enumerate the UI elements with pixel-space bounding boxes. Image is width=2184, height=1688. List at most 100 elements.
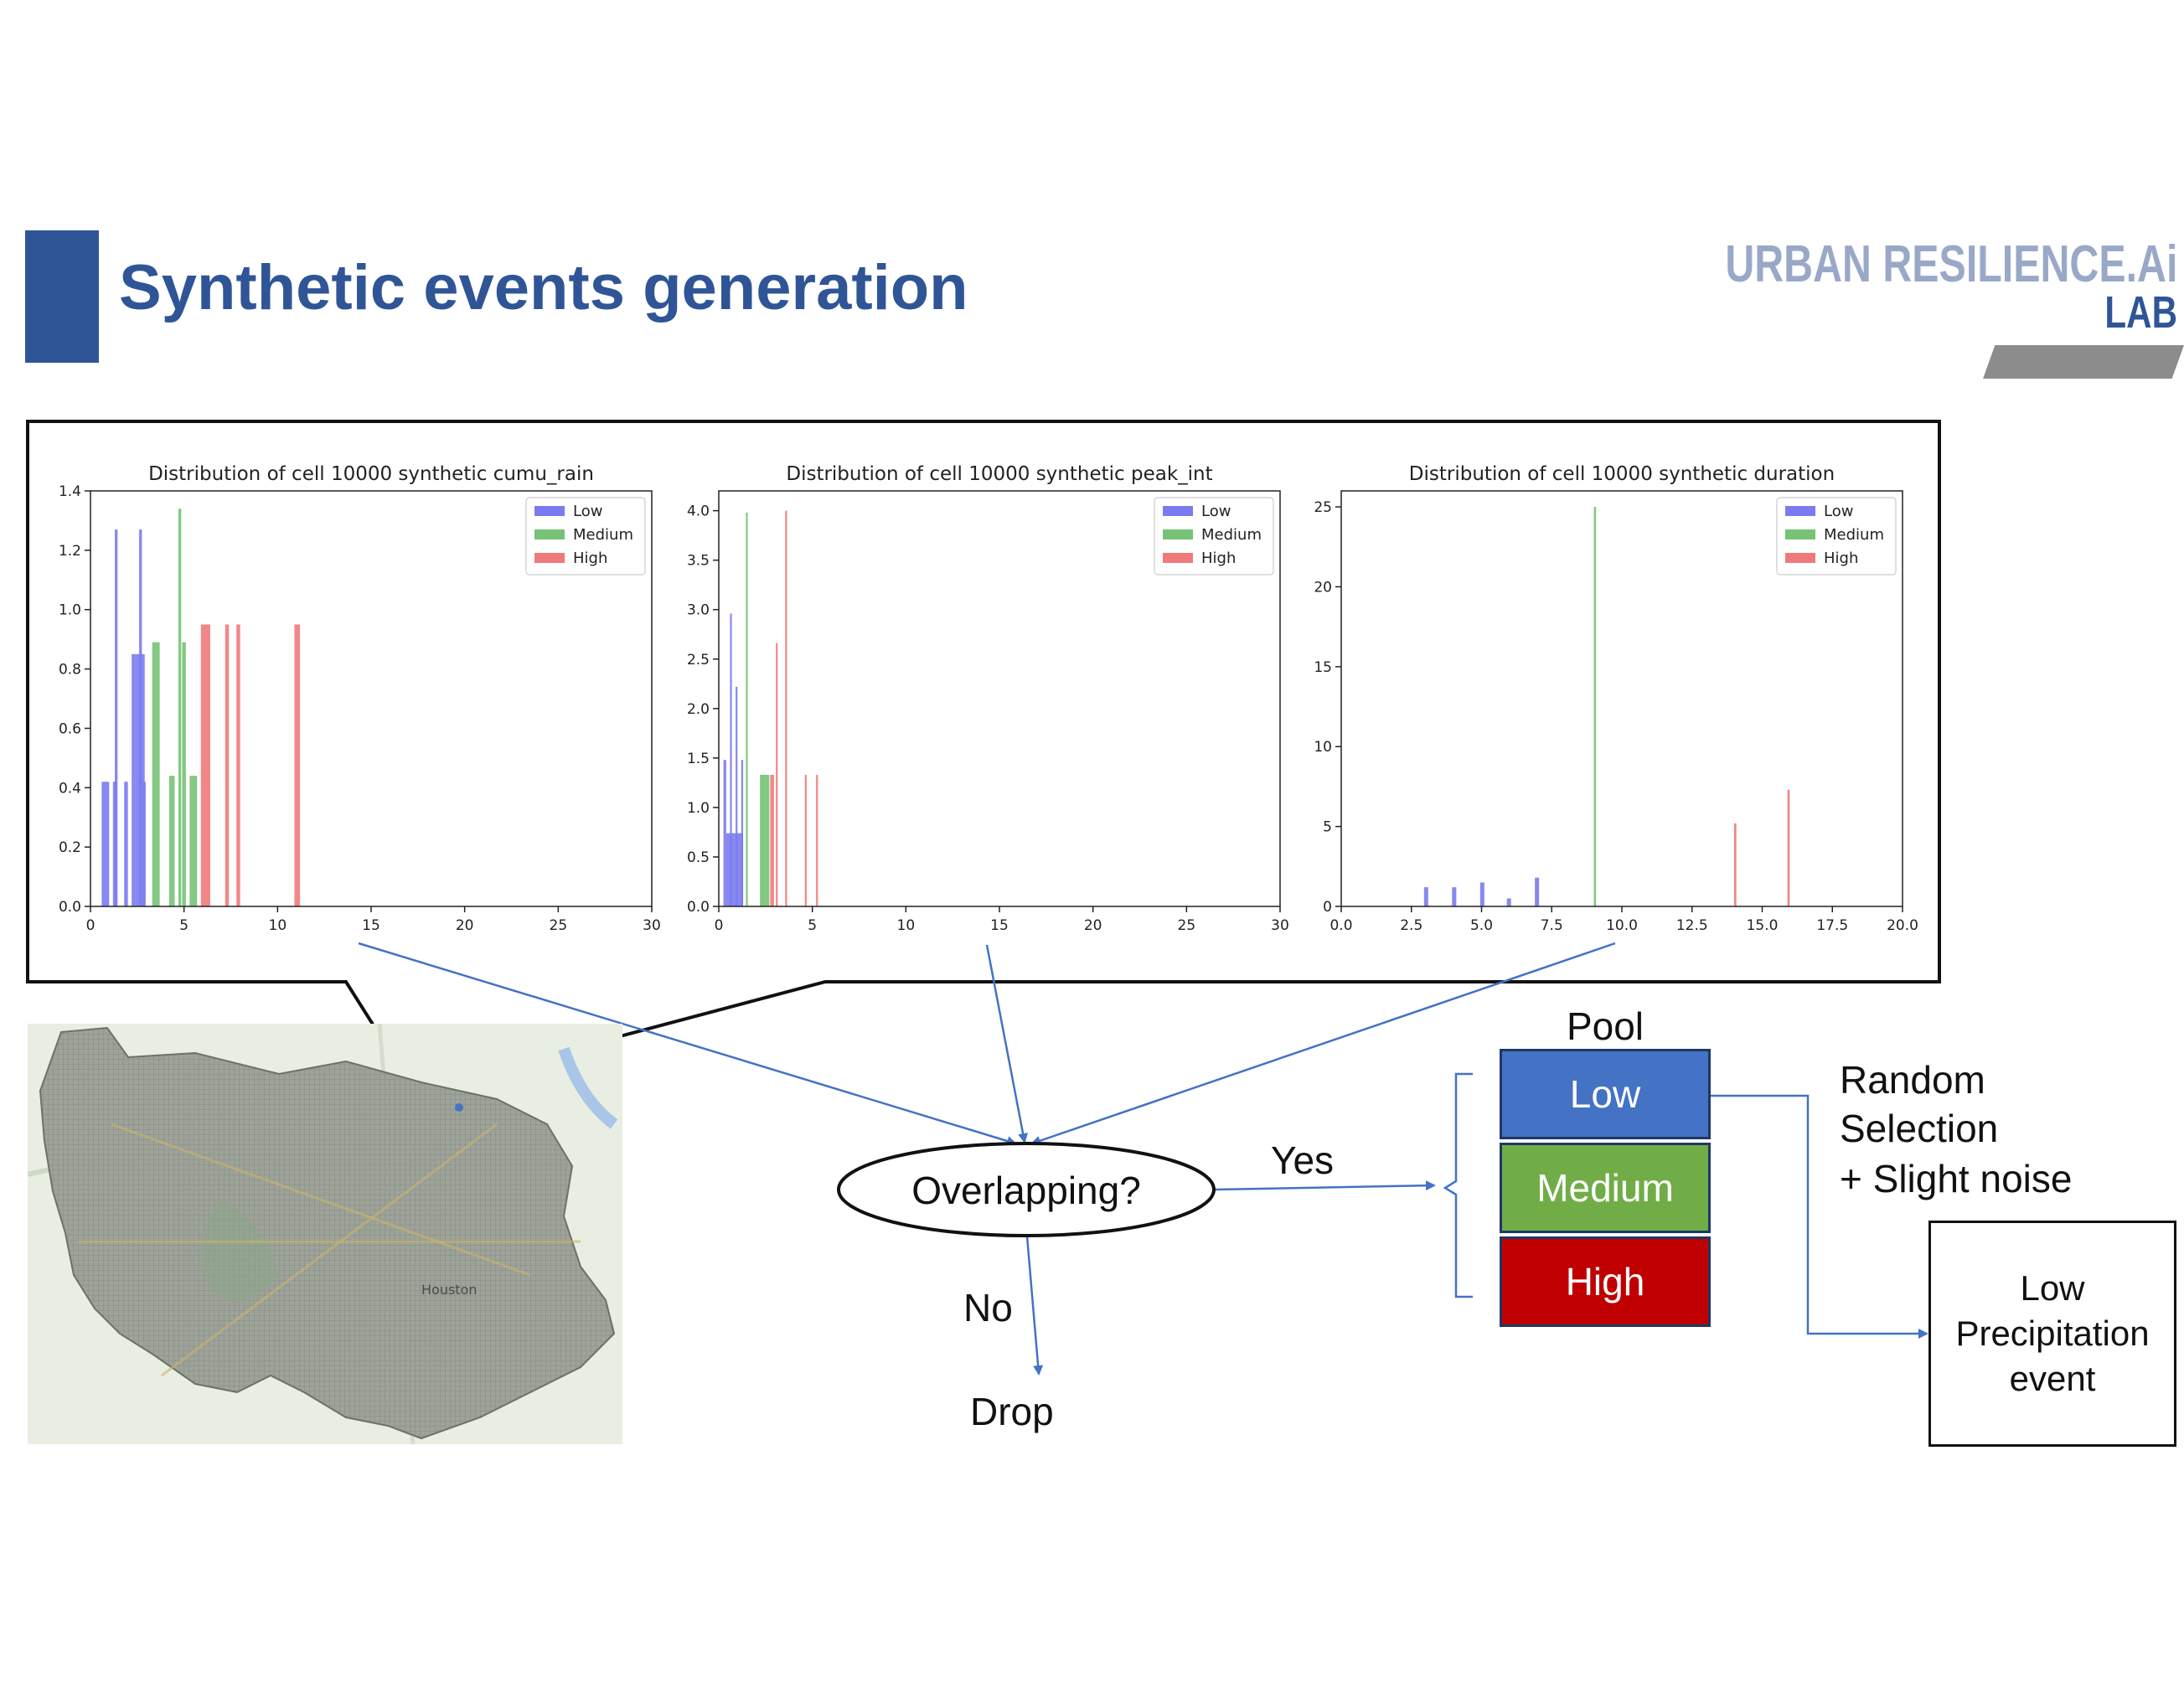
y-tick-label: 10 (1314, 739, 1332, 756)
legend-label-medium: Medium (1824, 526, 1884, 544)
logo-bar (1983, 345, 2184, 379)
bar-low (725, 833, 744, 906)
bar-low (1535, 877, 1540, 906)
bar-medium (189, 776, 198, 906)
plot-frame (718, 490, 1281, 907)
legend-swatch-medium (1163, 529, 1193, 539)
bar-medium (168, 776, 175, 906)
map-city-label: Houston (421, 1282, 478, 1298)
x-tick-label: 2.5 (1400, 917, 1422, 934)
legend-label-medium: Medium (573, 526, 633, 544)
bar-medium (152, 642, 160, 906)
x-tick-label: 0 (86, 917, 96, 934)
park-area (201, 1200, 279, 1302)
legend-swatch-high (1163, 553, 1193, 563)
bar-high (785, 510, 787, 906)
x-tick-label: 10 (269, 917, 287, 934)
arrow-duration-to-overlap (1030, 942, 1616, 1146)
y-tick-label: 1.0 (59, 602, 81, 619)
legend-label-low: Low (1201, 503, 1231, 520)
bar-high (804, 774, 807, 906)
x-tick-label: 5.0 (1470, 917, 1493, 934)
x-tick-label: 20.0 (1887, 917, 1918, 934)
drop-label: Drop (970, 1390, 1054, 1433)
bar-low (139, 529, 142, 906)
chart-duration: Distribution of cell 10000 synthetic dur… (1314, 463, 1918, 934)
legend-swatch-medium (534, 529, 565, 539)
y-tick-label: 0.5 (687, 849, 710, 866)
lab-logo: URBAN RESILIENCE.Ai LAB (1725, 235, 2184, 385)
map-pin-icon (455, 1103, 463, 1112)
x-tick-label: 5 (808, 917, 817, 934)
x-tick-label: 7.5 (1541, 917, 1563, 934)
yes-label: Yes (1271, 1138, 1335, 1182)
legend-label-high: High (1824, 550, 1858, 567)
x-tick-label: 17.5 (1816, 917, 1848, 934)
x-tick-label: 0.0 (1330, 917, 1352, 934)
overlap-ellipse (837, 1142, 1216, 1237)
y-tick-label: 0.4 (59, 780, 81, 797)
y-tick-label: 0 (1323, 899, 1332, 916)
output-event-box: Low Precipitation event (1928, 1221, 2176, 1447)
x-tick-label: 25 (1178, 917, 1196, 934)
legend-swatch-low (1785, 506, 1815, 516)
x-tick-label: 20 (456, 917, 474, 934)
bar-high (225, 624, 230, 906)
x-tick-label: 15.0 (1747, 917, 1779, 934)
bar-low (132, 653, 136, 906)
y-tick-label: 1.2 (59, 543, 81, 560)
legend-label-high: High (1201, 550, 1236, 567)
x-tick-label: 0 (715, 917, 724, 934)
bar-high (1787, 789, 1790, 906)
arrow-cumu-to-overlap (358, 942, 1017, 1146)
bar-high (776, 643, 778, 906)
y-tick-label: 0.2 (59, 839, 81, 856)
bar-low (1452, 887, 1457, 906)
bar-low (112, 782, 117, 906)
bar-medium (746, 512, 748, 906)
bar-high (200, 624, 210, 906)
county-region (39, 1026, 616, 1440)
legend-label-low: Low (1824, 503, 1853, 520)
bar-low (736, 686, 738, 906)
arrow-no (1025, 1236, 1044, 1376)
bar-low (1423, 887, 1428, 906)
bar-low (730, 613, 732, 906)
legend-swatch-medium (1785, 529, 1815, 539)
plot-frame (90, 490, 653, 907)
legend-swatch-high (1785, 553, 1815, 563)
bar-low (1479, 882, 1484, 906)
title-accent-bar (25, 230, 99, 363)
y-tick-label: 0.0 (687, 899, 710, 916)
arrow-peak-to-overlap (985, 944, 1029, 1143)
bar-low (124, 782, 128, 906)
bar-low (1506, 898, 1511, 906)
bar-high (236, 624, 240, 906)
bar-high (816, 774, 818, 906)
pool-medium: Medium (1500, 1143, 1711, 1233)
y-tick-label: 25 (1314, 499, 1332, 516)
y-tick-label: 20 (1314, 579, 1332, 596)
bar-low (101, 782, 110, 906)
bar-medium (178, 508, 182, 906)
y-tick-label: 2.5 (687, 652, 710, 668)
x-tick-label: 12.5 (1676, 917, 1708, 934)
selection-line-3: + Slight noise (1840, 1157, 2073, 1200)
y-tick-label: 3.0 (687, 602, 710, 619)
chart-cumu-rain: Distribution of cell 10000 synthetic cum… (59, 463, 661, 934)
no-label: No (963, 1286, 1013, 1329)
x-tick-label: 30 (643, 917, 661, 934)
x-tick-label: 30 (1271, 917, 1289, 934)
pool-title: Pool (1566, 1004, 1644, 1048)
bar-low (115, 529, 118, 906)
houston-grid-map: Houston (28, 1024, 622, 1444)
y-tick-label: 1.5 (687, 751, 710, 767)
x-tick-label: 10.0 (1606, 917, 1638, 934)
bar-high (294, 624, 301, 906)
arrow-selection (1711, 1094, 1928, 1339)
bar-low (142, 782, 146, 906)
logo-sub-text: LAB (2104, 287, 2177, 338)
arrow-yes (1214, 1180, 1436, 1191)
chart-peak-int: Distribution of cell 10000 synthetic pea… (687, 463, 1289, 934)
plot-frame (1340, 490, 1903, 907)
